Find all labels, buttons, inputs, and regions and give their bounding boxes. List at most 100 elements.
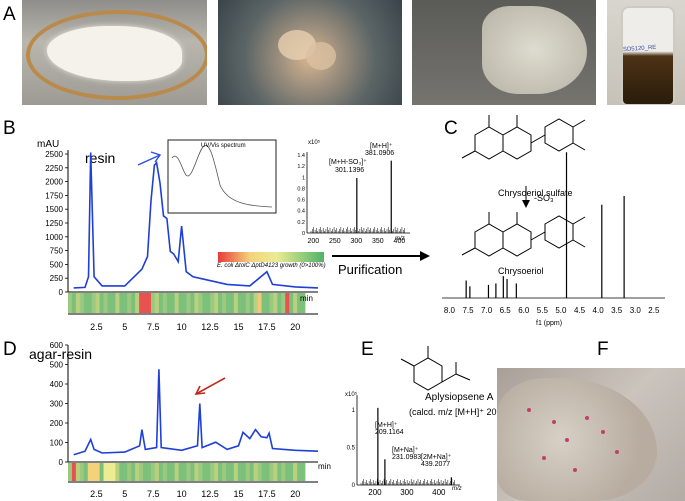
- heatmap-cell: [95, 463, 100, 481]
- heatmap-cell: [190, 293, 195, 313]
- heatmap-cell: [68, 463, 73, 481]
- y-tick-label: 500: [50, 260, 64, 269]
- heatmap-cell: [115, 463, 120, 481]
- heatmap-cell: [107, 293, 112, 313]
- x-tick-label: 12.5: [201, 322, 219, 332]
- heatmap-cell: [269, 293, 274, 313]
- y-tick-label: 1500: [45, 205, 63, 214]
- panel-b-trace-label: resin: [85, 150, 116, 166]
- panel-d-axes: [67, 345, 318, 483]
- nmr-x-tick-label: 2.5: [648, 306, 660, 315]
- heatmap-cell: [229, 293, 235, 313]
- panel-e-letter: E: [361, 339, 374, 360]
- heatmap-cell: [150, 293, 156, 313]
- panel-b-axes: [67, 150, 318, 315]
- heatmap-cell: [293, 463, 298, 481]
- nmr-x-tick-label: 3.5: [611, 306, 623, 315]
- nmr-x-tick-label: 3.0: [630, 306, 642, 315]
- heatmap-cell: [166, 463, 172, 481]
- y-tick-label: 0: [59, 288, 64, 297]
- bioassay-legend-label: E. coli ΔtolC ΔptD4123 growth (0>100%): [217, 263, 326, 269]
- panel-c-nmr-spectrum: 8.0 7.5 7.0 6.5 6.0 5.5 5.0 4.5 4.0 3.5 3.0 2.5: [442, 152, 665, 315]
- x-tick-label: 7.5: [147, 322, 160, 332]
- x-tick-label: 2.5: [90, 322, 103, 332]
- heatmap-cell: [123, 293, 128, 313]
- heatmap-cell: [265, 293, 270, 313]
- heatmap-cell: [297, 463, 302, 481]
- x-tick-label: 12.5: [201, 489, 219, 499]
- e-y-exp: x10⁵: [345, 392, 358, 398]
- heatmap-cell: [147, 293, 152, 313]
- d-x-unit: min: [318, 462, 331, 471]
- panel-b-yunit: mAU: [37, 139, 60, 150]
- nmr-x-tick-label: 6.0: [518, 306, 530, 315]
- heatmap-cell: [206, 463, 211, 481]
- heatmap-cell: [261, 463, 266, 481]
- heatmap-cell: [154, 463, 160, 481]
- x-tick-label: 7.5: [147, 489, 160, 499]
- panel-d-letter: D: [3, 339, 17, 360]
- y-tick-label: 250: [50, 274, 64, 283]
- heatmap-cell: [131, 293, 136, 313]
- compound1-name: Chrysoeriol sulfate: [498, 188, 573, 198]
- y-tick-label: 750: [50, 247, 64, 256]
- heatmap-cell: [289, 293, 294, 313]
- heatmap-cell: [147, 463, 152, 481]
- panel-d-y-ticks: 600 500 400 300 200 100 0: [50, 341, 68, 467]
- heatmap-cell: [237, 293, 243, 313]
- e-peak3-value: 439.2077: [421, 461, 451, 468]
- heatmap-cell: [182, 463, 187, 481]
- bioassay-legend-bar: [218, 252, 324, 262]
- heatmap-cell: [233, 463, 239, 481]
- heatmap-cell: [103, 463, 108, 481]
- heatmap-cell: [99, 463, 104, 481]
- aplysiopsene-structure: [400, 346, 471, 391]
- heatmap-cell: [91, 293, 97, 313]
- ms-y-tick-label: 0.8: [297, 186, 305, 192]
- heatmap-cell: [241, 293, 247, 313]
- ms-y-tick-label: 0: [302, 231, 305, 237]
- heatmap-cell: [162, 463, 168, 481]
- heatmap-cell: [158, 293, 164, 313]
- heatmap-cell: [289, 463, 294, 481]
- heatmap-cell: [186, 463, 191, 481]
- heatmap-cell: [301, 463, 306, 481]
- heatmap-cell: [178, 293, 183, 313]
- panel-c-letter: C: [444, 118, 458, 139]
- heatmap-cell: [297, 293, 302, 313]
- heatmap-cell: [186, 293, 191, 313]
- heatmap-cell: [174, 293, 179, 313]
- heatmap-cell: [273, 463, 278, 481]
- heatmap-cell: [210, 293, 215, 313]
- photo-dried-resin: [412, 0, 596, 105]
- x-tick-label: 17.5: [258, 489, 276, 499]
- purification-label: Purification: [338, 262, 403, 277]
- e-x-tick-label: 400: [432, 488, 446, 497]
- nmr-x-tick-label: 5.0: [555, 306, 567, 315]
- y-tick-label: 400: [50, 380, 64, 389]
- e-calcd: (calcd. m/z [M+H]⁺ 209.1172): [409, 407, 527, 417]
- ms-y-tick-label: 1: [302, 175, 305, 181]
- heatmap-cell: [218, 293, 223, 313]
- heatmap-cell: [245, 293, 251, 313]
- nmr-x-tick-label: 7.0: [481, 306, 493, 315]
- purification-arrow: [332, 251, 430, 261]
- y-tick-label: 600: [50, 341, 64, 350]
- e-y-tick-label: 0: [352, 483, 356, 489]
- ms-y-tick-label: 0.2: [297, 220, 305, 226]
- heatmap-cell: [210, 463, 215, 481]
- heatmap-cell: [127, 463, 132, 481]
- e-x-tick-label: 200: [368, 488, 382, 497]
- y-tick-label: 2250: [45, 164, 63, 173]
- heatmap-cell: [277, 293, 282, 313]
- heatmap-cell: [79, 463, 85, 481]
- heatmap-cell: [293, 293, 298, 313]
- heatmap-cell: [119, 463, 124, 481]
- photo-agar-plate: [22, 0, 207, 105]
- e-peak2-value: 231.0983: [392, 454, 422, 461]
- heatmap-cell: [206, 293, 211, 313]
- ms-x-tick-label: 400: [394, 238, 406, 245]
- heatmap-cell: [198, 463, 203, 481]
- heatmap-cell: [261, 293, 266, 313]
